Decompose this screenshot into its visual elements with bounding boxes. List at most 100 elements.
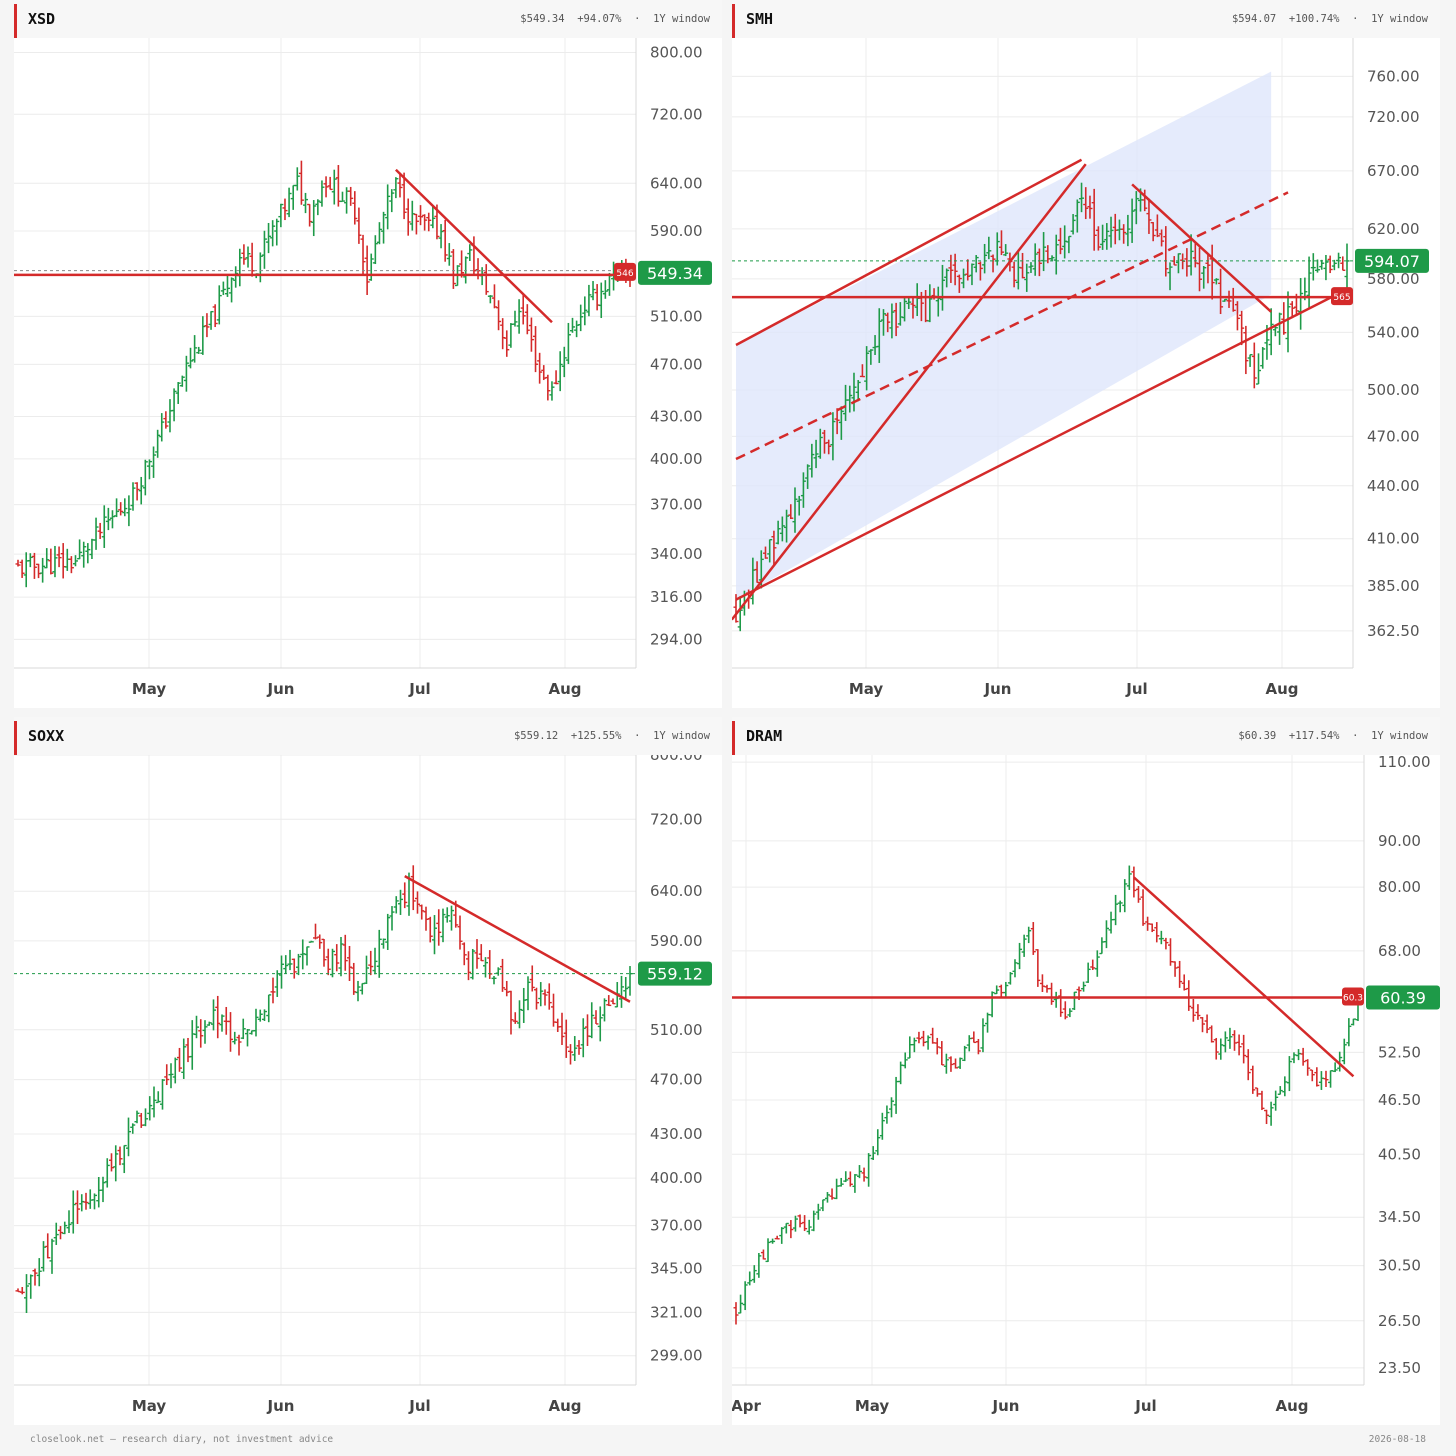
ohlc-bar bbox=[24, 1274, 29, 1313]
ohlc-bar bbox=[134, 482, 140, 501]
ohlc-bar bbox=[1032, 243, 1038, 276]
ohlc-bar bbox=[994, 985, 1000, 995]
price-chart[interactable]: 362.50 385.00 410.00 440.00 470.00 500.00 540.… bbox=[732, 38, 1440, 708]
ohlc-bar bbox=[483, 957, 488, 978]
ohlc-bar bbox=[347, 945, 352, 982]
ohlc-bar bbox=[965, 259, 971, 281]
ohlc-bar bbox=[351, 962, 357, 995]
ohlc-bar bbox=[216, 285, 222, 325]
level-tag-box bbox=[1331, 287, 1353, 306]
ohlc-bar bbox=[317, 934, 323, 949]
ohlc-bar bbox=[93, 517, 99, 550]
ohlc-bar bbox=[855, 380, 861, 402]
ohlc-bar bbox=[291, 958, 297, 979]
window-text: 1Y window bbox=[653, 730, 710, 742]
ohlc-bar bbox=[590, 281, 596, 301]
ohlc-bar bbox=[1071, 991, 1077, 1011]
ohlc-bar bbox=[826, 439, 832, 455]
y-tick-label: 316.00 bbox=[650, 588, 703, 606]
header-meta: $559.12 +125.55% · 1Y window bbox=[513, 730, 710, 742]
ohlc-bar bbox=[385, 913, 391, 950]
ohlc-bar bbox=[415, 891, 420, 914]
ohlc-bar bbox=[884, 1105, 890, 1124]
ohlc-bar bbox=[516, 299, 522, 334]
change-text: +100.74% bbox=[1288, 13, 1340, 25]
y-tick-label: 40.50 bbox=[1378, 1145, 1421, 1163]
ohlc-bar bbox=[953, 1058, 959, 1069]
ohlc-bars bbox=[733, 182, 1350, 632]
ohlc-bar bbox=[880, 309, 886, 336]
price-chart[interactable]: 23.50 26.50 30.50 34.50 40.50 46.50 52.50 68.00… bbox=[732, 755, 1440, 1425]
ohlc-bar bbox=[270, 977, 276, 1004]
accent-bar bbox=[732, 721, 735, 755]
ohlc-bar bbox=[1049, 982, 1055, 1005]
ohlc-bar bbox=[168, 1063, 174, 1089]
ohlc-bar bbox=[569, 317, 575, 333]
y-tick-label: 670.00 bbox=[1367, 162, 1420, 180]
ohlc-bar bbox=[935, 286, 941, 317]
ohlc-bar bbox=[738, 1294, 744, 1314]
ohlc-bar bbox=[528, 317, 534, 352]
ohlc-bar bbox=[572, 1036, 578, 1061]
ohlc-bar bbox=[212, 304, 218, 328]
ohlc-bar bbox=[1236, 1034, 1242, 1056]
ohlc-bar bbox=[1085, 962, 1091, 983]
ohlc-bar bbox=[1131, 866, 1137, 898]
ohlc-bar bbox=[204, 313, 210, 338]
ohlc-bar bbox=[240, 1018, 246, 1040]
ohlc-bar bbox=[1188, 234, 1194, 276]
price-tag-text: 60.39 bbox=[1380, 988, 1426, 1007]
ohlc-bar bbox=[829, 1188, 835, 1200]
ohlc-bar bbox=[1277, 312, 1283, 345]
ohlc-bar bbox=[342, 934, 348, 971]
price-chart[interactable]: 299.00 321.00 345.00 370.00 400.00 430.00 470.… bbox=[14, 755, 722, 1425]
ohlc-bar bbox=[783, 1222, 789, 1234]
ohlc-bar bbox=[323, 176, 329, 198]
ohlc-bar bbox=[224, 275, 230, 297]
ohlc-bar bbox=[767, 538, 773, 563]
ohlc-bar bbox=[151, 446, 157, 478]
y-tick-label: 52.50 bbox=[1378, 1043, 1421, 1061]
accent-bar bbox=[14, 721, 17, 755]
ohlc-bar bbox=[1181, 974, 1187, 991]
ohlc-bar bbox=[1011, 261, 1017, 288]
ohlc-bar bbox=[41, 1241, 46, 1272]
ohlc-bar bbox=[916, 1031, 922, 1044]
ohlc-bar bbox=[1066, 235, 1072, 254]
ohlc-bar bbox=[1041, 232, 1047, 272]
ohlc-bar bbox=[1003, 981, 1009, 997]
y-tick-label: 370.00 bbox=[650, 496, 703, 514]
ohlc-bar bbox=[847, 385, 853, 413]
ohlc-bar bbox=[1104, 223, 1110, 250]
ohlc-bar bbox=[811, 1210, 817, 1232]
price-chart[interactable]: 294.00 316.00 340.00 370.00 400.00 430.00 470.… bbox=[14, 38, 722, 708]
ohlc-bar bbox=[405, 198, 411, 236]
ohlc-bar bbox=[245, 246, 251, 268]
ohlc-bar bbox=[19, 1287, 25, 1295]
y-tick-label: 30.50 bbox=[1378, 1257, 1421, 1275]
ohlc-bar bbox=[1094, 950, 1100, 977]
ohlc-bar bbox=[623, 977, 629, 999]
ohlc-bar bbox=[788, 1220, 794, 1239]
ohlc-bar bbox=[427, 916, 433, 943]
ohlc-bar bbox=[491, 284, 497, 309]
ohlc-bar bbox=[1305, 1059, 1311, 1076]
ohlc-bar bbox=[856, 1165, 862, 1179]
ohlc-bar bbox=[348, 186, 354, 206]
price-tag-box bbox=[1366, 985, 1440, 1010]
ohlc-bar bbox=[1268, 1101, 1274, 1126]
y-tick-label: 68.00 bbox=[1378, 942, 1421, 960]
ohlc-bar bbox=[479, 267, 485, 286]
ohlc-bar bbox=[1079, 182, 1085, 213]
ohlc-bar bbox=[1350, 1018, 1356, 1026]
ohlc-bar bbox=[92, 1193, 97, 1210]
ohlc-bar bbox=[898, 1061, 904, 1085]
ohlc-bar bbox=[893, 1076, 899, 1114]
x-tick-label: Jul bbox=[1134, 1397, 1156, 1415]
y-tick-label: 470.00 bbox=[650, 355, 703, 373]
level-tag-box bbox=[1342, 987, 1364, 1006]
last-price-tag: 60.39 bbox=[1366, 985, 1440, 1010]
ohlc-bar bbox=[40, 557, 46, 583]
ohlc-bar bbox=[800, 472, 806, 508]
ohlc-bar bbox=[805, 464, 811, 489]
